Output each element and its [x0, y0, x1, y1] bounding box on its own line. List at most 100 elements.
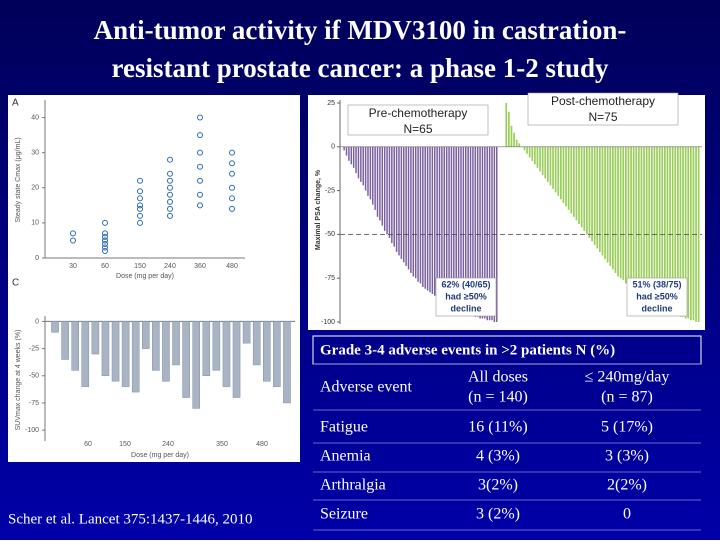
bar: [601, 146, 604, 256]
bar: [645, 146, 648, 300]
annotation-box: [435, 277, 497, 317]
group-label: N=75: [588, 110, 617, 124]
x-axis-label: Dose (mg per day): [131, 452, 189, 459]
data-point: [229, 149, 235, 156]
bar: [677, 146, 679, 315]
y-tick-label: 20: [31, 185, 39, 192]
data-point: [137, 205, 143, 212]
bar: [614, 146, 617, 273]
bar: [491, 146, 493, 321]
y-tick-label: -50: [325, 231, 335, 238]
bar: [202, 321, 211, 377]
bar: [222, 321, 231, 387]
bar: [510, 125, 513, 147]
table-cell: 0: [623, 506, 631, 523]
y-tick-label: -75: [29, 400, 39, 407]
annotation: decline: [641, 303, 672, 313]
bar: [448, 146, 450, 305]
bar: [565, 146, 567, 207]
x-tick-label: 480: [226, 263, 238, 270]
bar: [588, 146, 591, 238]
bar: [438, 146, 441, 300]
bar: [539, 146, 541, 172]
bar: [554, 146, 557, 193]
bar: [374, 146, 376, 210]
bar: [664, 146, 666, 310]
bar: [596, 146, 599, 249]
bar: [674, 146, 677, 315]
bar: [355, 146, 357, 174]
bar: [242, 321, 251, 344]
bar: [414, 146, 417, 279]
bar: [580, 146, 583, 228]
bar: [345, 146, 348, 156]
bar: [479, 146, 481, 319]
bar: [131, 321, 140, 393]
bar: [357, 146, 360, 179]
y-tick-label: -50: [29, 373, 39, 380]
table-header: (n = 140): [468, 389, 528, 406]
bar: [651, 146, 653, 303]
group-label-box: [527, 92, 679, 126]
bar: [669, 146, 671, 312]
data-point: [102, 240, 108, 247]
bar: [426, 146, 429, 291]
bar: [364, 146, 367, 191]
bar: [383, 146, 386, 231]
bar: [560, 146, 562, 200]
data-point: [70, 230, 76, 237]
table-header: All doses: [468, 369, 528, 386]
bar: [690, 146, 692, 321]
bar: [263, 321, 271, 382]
bar: [682, 146, 684, 317]
bar: [648, 146, 651, 301]
bar: [405, 146, 407, 266]
bar: [531, 146, 534, 161]
bar: [379, 146, 381, 221]
annotation: decline: [450, 303, 481, 313]
slide-title: resistant prostate cancer: a phase 1-2 s…: [112, 53, 609, 83]
data-point: [102, 244, 108, 251]
bar: [412, 146, 415, 277]
bar: [393, 146, 395, 247]
bar: [630, 146, 632, 289]
x-tick-label: 240: [164, 263, 176, 270]
data-point: [102, 219, 108, 226]
y-tick-label: 0: [331, 144, 335, 151]
data-point: [102, 237, 108, 244]
bar: [635, 146, 638, 293]
bar: [462, 146, 465, 312]
table-cell: 2(2%): [607, 477, 647, 494]
bar: [474, 146, 477, 317]
y-tick-label: -25: [29, 345, 39, 352]
data-point: [137, 188, 143, 195]
bar: [51, 321, 59, 333]
bar: [376, 146, 379, 217]
annotation-box: [626, 277, 688, 317]
data-point: [197, 132, 203, 139]
bar: [81, 321, 90, 387]
group-label: N=65: [403, 122, 432, 136]
data-point: [167, 191, 173, 198]
bar: [422, 146, 424, 287]
panel-label: A: [12, 98, 19, 109]
data-point: [197, 191, 203, 198]
bar: [398, 146, 400, 256]
data-point: [197, 202, 203, 209]
data-point: [137, 212, 143, 219]
bar: [622, 146, 625, 280]
x-axis-label: Dose (mg per day): [116, 273, 174, 280]
bar: [599, 146, 601, 252]
bar: [570, 146, 573, 214]
bar: [465, 146, 467, 314]
annotation: 62% (40/65): [441, 279, 490, 289]
bar: [388, 146, 391, 238]
bar: [182, 321, 190, 398]
bar: [362, 146, 364, 186]
bar: [697, 146, 700, 322]
y-axis-label: Steady state Cmax (μg/mL): [15, 137, 22, 222]
bar: [172, 321, 180, 366]
bar: [445, 146, 448, 305]
data-point: [102, 233, 108, 240]
